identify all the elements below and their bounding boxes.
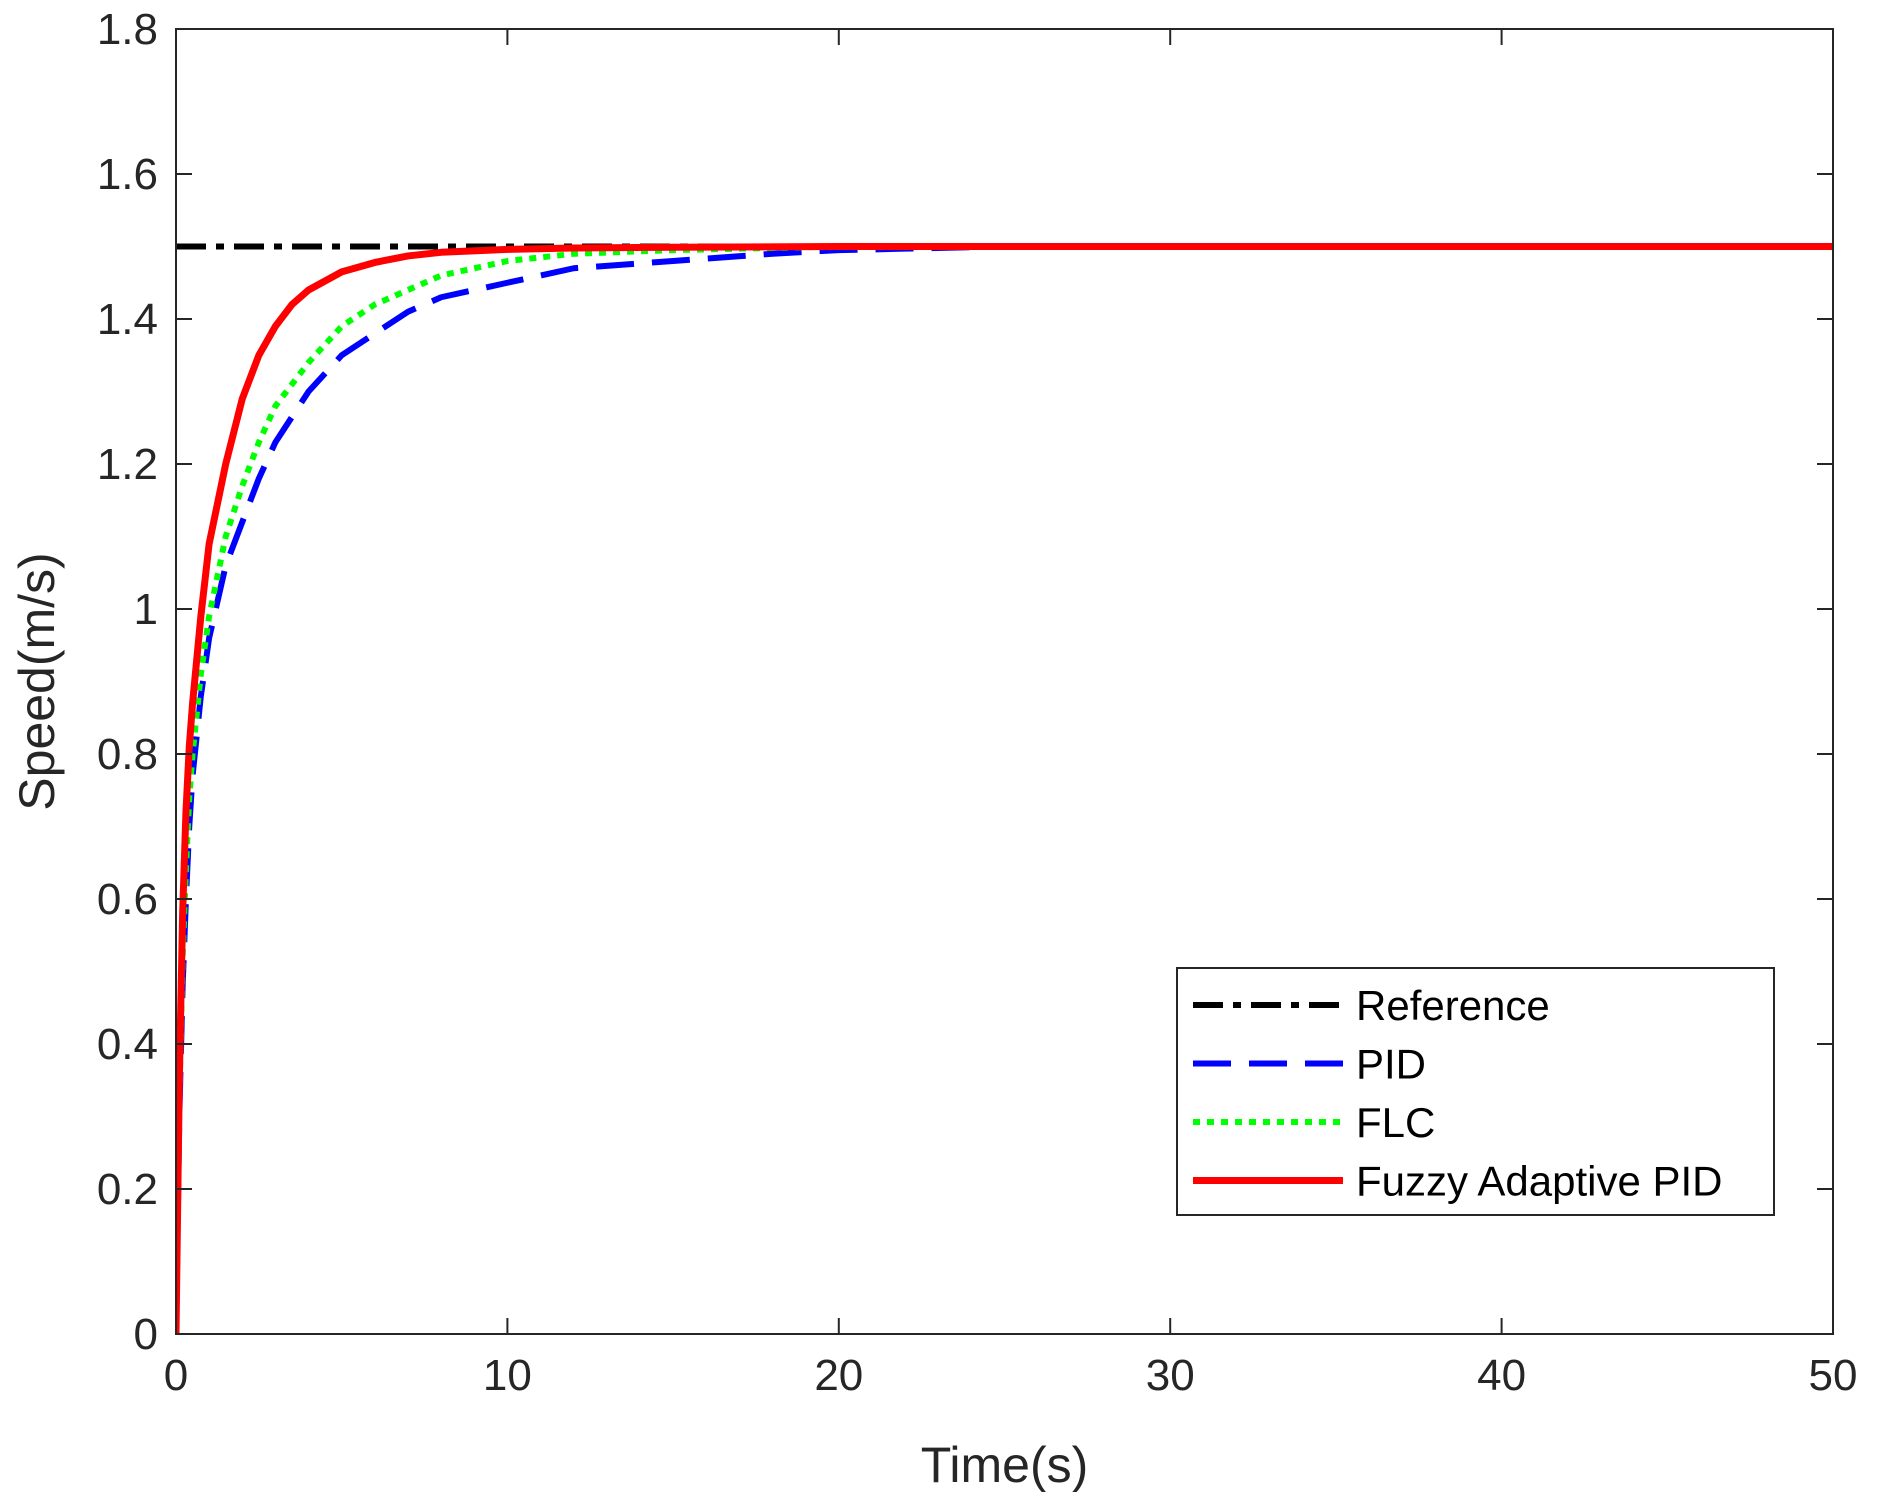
y-tick-label: 1.8 xyxy=(97,5,158,54)
x-axis-title: Time(s) xyxy=(921,1437,1089,1492)
x-tick-label: 40 xyxy=(1477,1351,1526,1400)
y-tick-label: 0.4 xyxy=(97,1020,158,1069)
axes-layer: 0 10 20 30 40 50 0 0.2 0.4 0.6 0.8 1 1.2 1.4 1.6 1.8 xyxy=(97,5,1858,1400)
y-tick-label: 0.6 xyxy=(97,875,158,924)
y-tick-label: 1 xyxy=(134,585,158,634)
legend-label-reference: Reference xyxy=(1356,982,1550,1029)
x-tick-label: 0 xyxy=(164,1351,188,1400)
y-tick-label: 0.2 xyxy=(97,1165,158,1214)
x-tick-label: 10 xyxy=(483,1351,532,1400)
y-tick-label: 0 xyxy=(134,1310,158,1359)
y-tick-label: 1.4 xyxy=(97,295,158,344)
legend-label-fuzzy-adaptive-pid: Fuzzy Adaptive PID xyxy=(1356,1158,1723,1205)
series-layer xyxy=(176,243,1833,1334)
legend-label-flc: FLC xyxy=(1356,1099,1435,1146)
y-axis-title: Speed(m/s) xyxy=(9,552,65,810)
axes-box xyxy=(175,28,1834,1335)
legend-box xyxy=(1176,967,1775,1216)
legend: Reference PID FLC Fuzzy Adaptive PID xyxy=(1176,967,1775,1216)
series-line-fuzzy-adaptive-pid xyxy=(176,243,1833,1334)
y-tick-label: 1.6 xyxy=(97,150,158,199)
y-tick-label: 0.8 xyxy=(97,730,158,779)
legend-label-pid: PID xyxy=(1356,1041,1426,1088)
x-tick-label: 30 xyxy=(1146,1351,1195,1400)
y-tick-label: 1.2 xyxy=(97,440,158,489)
x-tick-label: 20 xyxy=(814,1351,863,1400)
x-tick-label: 50 xyxy=(1809,1351,1858,1400)
